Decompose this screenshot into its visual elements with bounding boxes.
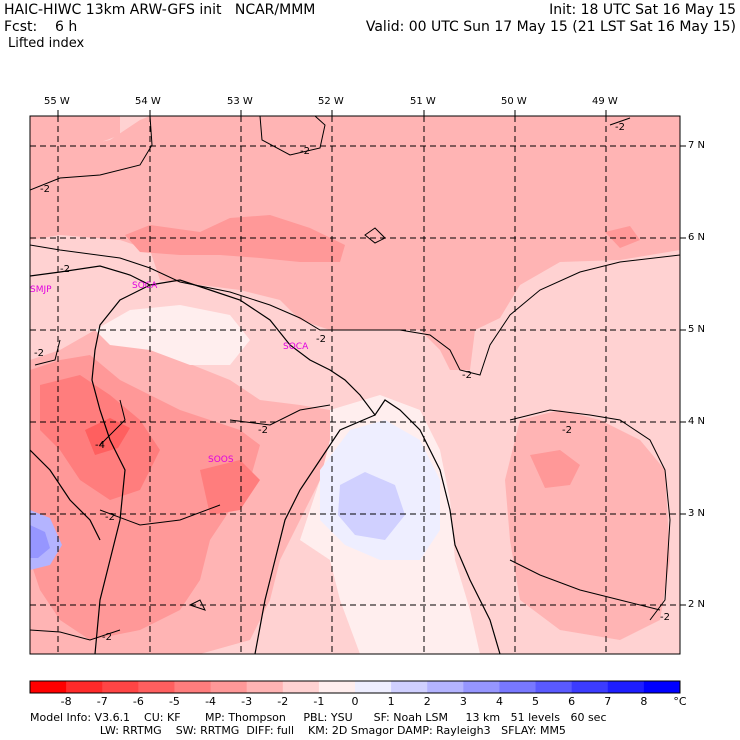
colorbar-tick-label: 3 <box>459 695 467 708</box>
init-time: Init: 18 UTC Sat 16 May 15 <box>549 2 736 18</box>
colorbar-swatch <box>607 681 645 693</box>
colorbar-swatch <box>571 681 609 693</box>
colorbar-tick-label: -3 <box>241 695 253 708</box>
station-label-smjp: SMJP <box>30 285 52 295</box>
station-label-soos: SOOS <box>208 455 234 465</box>
station-label-soca: SOCA <box>283 342 309 352</box>
contour-label: -4 <box>95 440 105 451</box>
contour-label: -2 <box>102 632 112 643</box>
lat-ticks <box>680 145 686 606</box>
model-info-line1: Model Info: V3.6.1 CU: KF MP: Thompson P… <box>30 711 607 724</box>
colorbar-tick-label: -2 <box>277 695 289 708</box>
colorbar-tick-label: 2 <box>423 695 431 708</box>
lat-label-4n: 4 N <box>688 416 706 427</box>
contour-label: -2 <box>316 334 326 345</box>
colorbar-swatch <box>66 681 103 693</box>
colorbar-swatch <box>318 681 356 693</box>
lon-ticks <box>57 110 607 116</box>
lat-label-3n: 3 N <box>688 508 706 519</box>
colorbar-swatch <box>102 681 139 693</box>
colorbar-tick-label: -7 <box>96 695 108 708</box>
colorbar-swatch <box>391 681 428 693</box>
colorbar-tick-label: -8 <box>60 695 72 708</box>
lon-label-49w: 49 W <box>592 96 618 107</box>
lat-label-6n: 6 N <box>688 232 706 243</box>
lon-label-52w: 52 W <box>318 96 344 107</box>
contour-label: -2 <box>40 184 50 195</box>
contour-label: -2 <box>60 264 70 275</box>
model-info-line2: LW: RRTMG SW: RRTMG DIFF: full KM: 2D Sm… <box>30 724 566 737</box>
lon-label-50w: 50 W <box>501 96 527 107</box>
colorbar-swatch <box>427 681 464 693</box>
colorbar-swatch <box>463 681 500 693</box>
valid-time: Valid: 00 UTC Sun 17 May 15 (21 LST Sat … <box>365 19 736 35</box>
lat-lon-grid <box>30 116 680 654</box>
model-title: HAIC-HIWC 13km ARW-GFS init NCAR/MMM <box>4 2 316 18</box>
colorbar-frame <box>29 680 681 694</box>
colorbar-tick-label: 4 <box>495 695 503 708</box>
lat-label-7n: 7 N <box>688 140 706 151</box>
colorbar <box>29 680 681 694</box>
colorbar-tick-label: -5 <box>168 695 180 708</box>
lon-label-53w: 53 W <box>227 96 253 107</box>
colorbar-tick-label: -6 <box>132 695 144 708</box>
contour-lines <box>30 116 680 641</box>
lat-label-5n: 5 N <box>688 324 706 335</box>
colorbar-tick-label: 5 <box>532 695 540 708</box>
contour-label: -2 <box>34 348 44 359</box>
contour-label: -2 <box>562 425 572 436</box>
colorbar-tick-label: 0 <box>351 695 359 708</box>
contour-label: -2 <box>615 122 625 133</box>
colorbar-swatch <box>499 681 537 693</box>
contour-label: -2 <box>258 425 268 436</box>
colorbar-tick-label: 6 <box>568 695 576 708</box>
colorbar-tick-label: -4 <box>205 695 217 708</box>
lon-label-51w: 51 W <box>410 96 436 107</box>
colorbar-swatch <box>282 681 320 693</box>
contour-label: -2 <box>462 370 472 381</box>
contour-label: -2 <box>105 512 115 523</box>
colorbar-swatch <box>30 681 67 693</box>
station-label-soca: SOCA <box>132 281 158 291</box>
colorbar-swatch <box>535 681 573 693</box>
lat-label-2n: 2 N <box>688 599 706 610</box>
colorbar-swatch <box>355 681 392 693</box>
coastline-borders <box>30 265 501 654</box>
forecast-hour: Fcst: 6 h <box>4 19 78 35</box>
colorbar-tick-label: 1 <box>387 695 395 708</box>
colorbar-tick-label: -1 <box>313 695 325 708</box>
colorbar-tick-label: 8 <box>640 695 648 708</box>
colorbar-swatch <box>210 681 248 693</box>
contour-label: -2 <box>660 612 670 623</box>
colorbar-swatch <box>643 681 681 693</box>
colorbar-swatch <box>138 681 175 693</box>
contour-label: -2 <box>300 146 310 157</box>
colorbar-swatch <box>174 681 212 693</box>
colorbar-unit: °C <box>673 695 687 708</box>
shaded-field <box>30 116 680 654</box>
lon-label-55w: 55 W <box>44 96 70 107</box>
colorbar-tick-label: 7 <box>604 695 612 708</box>
map-frame <box>29 115 681 655</box>
colorbar-swatch <box>246 681 284 693</box>
lon-label-54w: 54 W <box>135 96 161 107</box>
field-name: Lifted index <box>8 36 85 51</box>
